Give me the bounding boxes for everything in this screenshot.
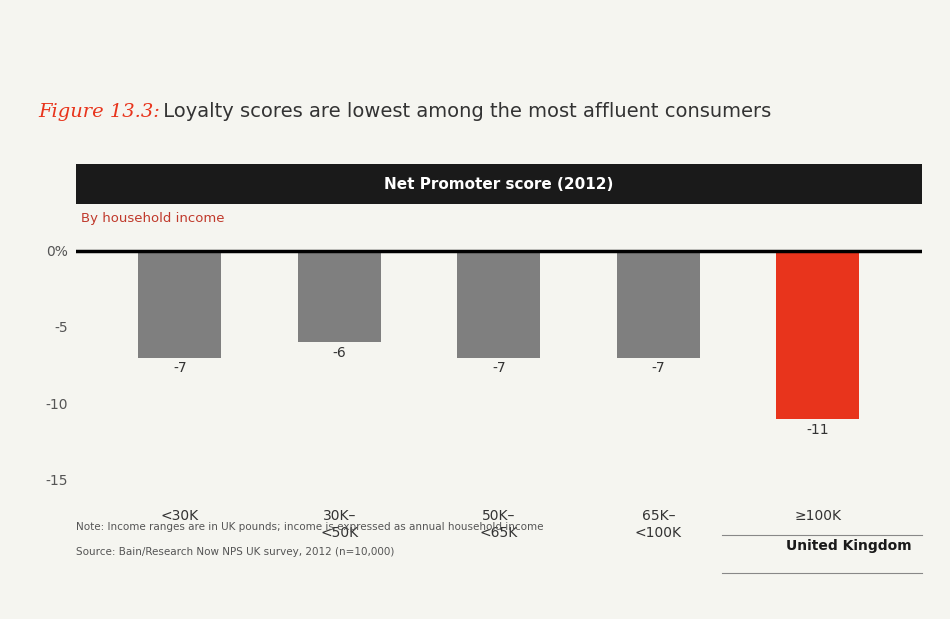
Text: Figure 13.3:: Figure 13.3: (38, 103, 160, 121)
Text: Note: Income ranges are in UK pounds; income is expressed as annual household in: Note: Income ranges are in UK pounds; in… (76, 522, 543, 532)
Text: -11: -11 (807, 423, 829, 436)
Text: -7: -7 (492, 361, 505, 375)
Bar (457, 251, 541, 358)
Bar (617, 251, 700, 358)
Text: -7: -7 (652, 361, 665, 375)
Text: Source: Bain/Research Now NPS UK survey, 2012 (n=10,000): Source: Bain/Research Now NPS UK survey,… (76, 547, 394, 557)
Text: Net Promoter score (2012): Net Promoter score (2012) (384, 176, 614, 192)
Text: United Kingdom: United Kingdom (787, 539, 912, 553)
Text: Loyalty scores are lowest among the most affluent consumers: Loyalty scores are lowest among the most… (157, 102, 771, 121)
Text: -7: -7 (173, 361, 186, 375)
Bar (138, 251, 221, 358)
Text: -6: -6 (332, 346, 346, 360)
Bar (776, 251, 860, 418)
Bar (297, 251, 381, 342)
Text: By household income: By household income (81, 212, 224, 225)
